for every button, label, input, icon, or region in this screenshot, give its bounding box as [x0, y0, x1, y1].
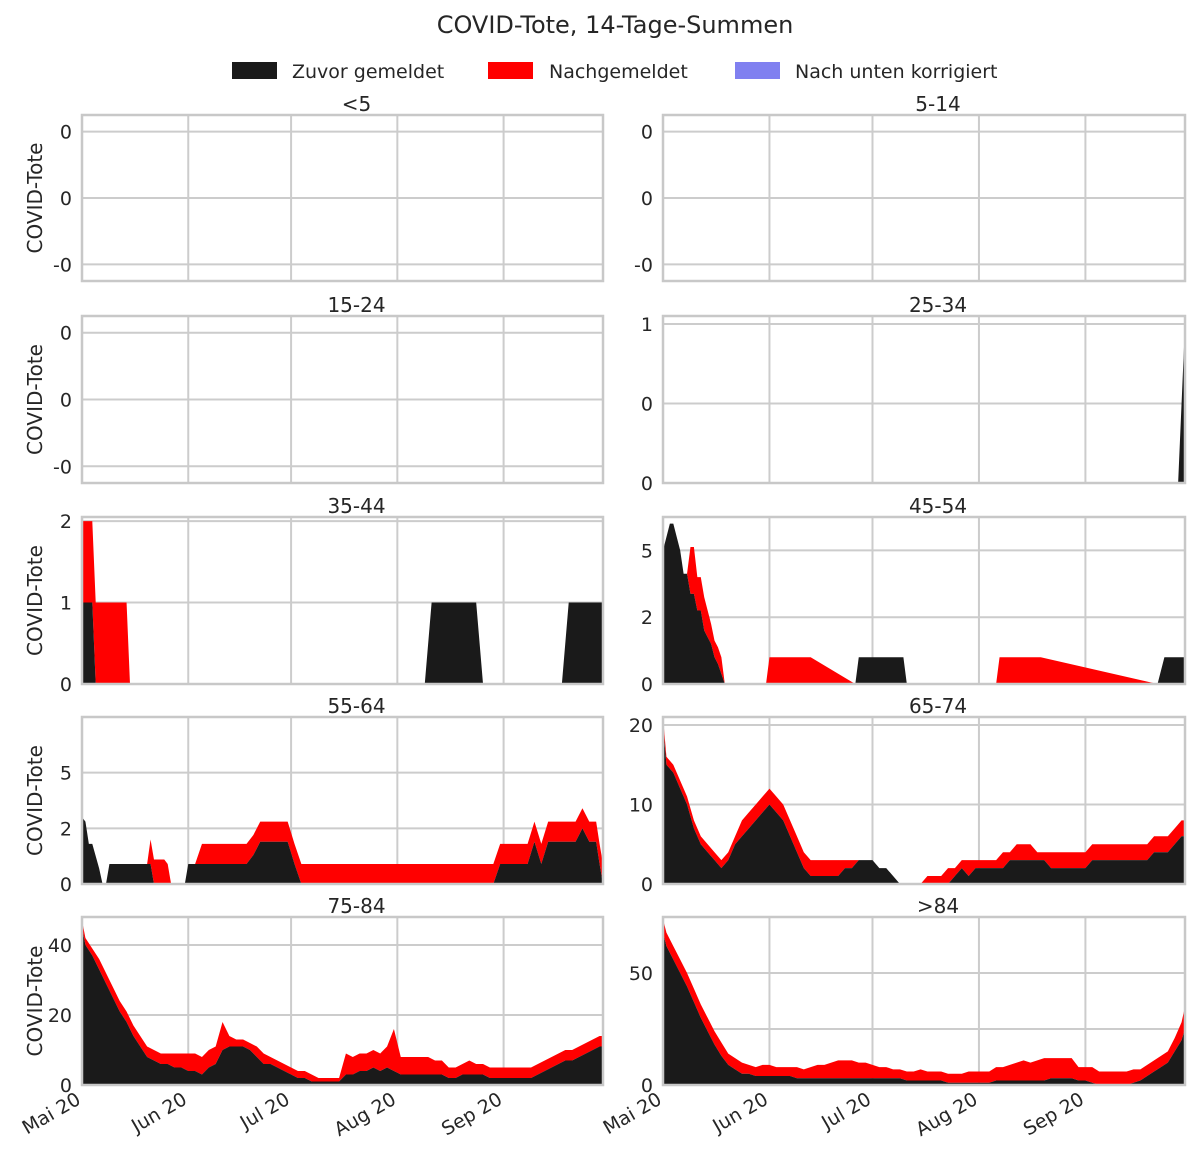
series-area-previous: [663, 523, 1185, 684]
y-tick-label: 0: [60, 323, 72, 345]
plot-area: [663, 316, 1185, 483]
x-tick-label: Jun 20: [127, 1088, 191, 1138]
y-axis-label: COVID-Tote: [23, 344, 47, 455]
y-tick-label: 0: [641, 1075, 653, 1097]
figure-title: COVID-Tote, 14-Tage-Summen: [437, 11, 794, 39]
plot-frame: [80, 715, 605, 886]
panel-title: 15-24: [327, 293, 385, 317]
x-tick-label: Aug 20: [331, 1088, 400, 1141]
panel-title: <5: [342, 92, 371, 116]
y-tick-label: 0: [641, 188, 653, 210]
y-tick-label: 0: [641, 393, 653, 415]
panel-grid: <5 0 0 -0 COVID-Tote 5-14 0 0 -0 15-24 0 0 -0 COVID-T…: [18, 92, 1187, 1141]
y-tick-label: 2: [60, 511, 72, 533]
y-tick-label: 0: [60, 188, 72, 210]
panel-1: 5-14 0 0 -0: [634, 92, 1187, 283]
x-tick-label: Sep 20: [1020, 1088, 1088, 1140]
plot-frame: [661, 515, 1187, 686]
y-tick-label: 0: [641, 874, 653, 896]
y-tick-label: 0: [641, 473, 653, 495]
panel-title: 25-34: [909, 293, 967, 317]
panel-7: 65-74 0 10 20: [629, 694, 1187, 896]
series-area-previous: [82, 817, 603, 884]
x-tick-label: Jul 20: [236, 1088, 294, 1134]
series-area-previous: [663, 724, 1185, 884]
y-tick-label: -0: [634, 254, 653, 276]
x-tick-label: Jul 20: [817, 1088, 875, 1134]
y-axis-label: COVID-Tote: [23, 745, 47, 856]
plot-frame: [80, 915, 605, 1087]
panel-9: >84 0 50 Mai 20 Jun 20 Jul 20 Aug 20 Sep 20: [599, 894, 1187, 1141]
y-tick-label: 2: [641, 607, 653, 629]
y-tick-label: -0: [53, 254, 72, 276]
plot-frame: [661, 715, 1187, 886]
y-tick-label: 2: [60, 818, 72, 840]
panel-title: 45-54: [909, 494, 967, 518]
panel-title: 5-14: [915, 92, 960, 116]
panel-5: 45-54 0 2 5: [641, 494, 1187, 696]
y-tick-label: 5: [641, 540, 653, 562]
panel-4: 35-44 0 1 2 COVID-Tote: [23, 494, 605, 696]
legend-label-corrected: Nach unten korrigiert: [795, 61, 998, 83]
y-tick-label: 40: [48, 935, 72, 957]
series-area-previous: [82, 927, 603, 1085]
y-tick-label: 5: [60, 763, 72, 785]
y-tick-label: 1: [60, 593, 72, 615]
y-tick-label: 1: [641, 314, 653, 336]
plot-frame: [661, 915, 1187, 1087]
y-tick-label: -0: [53, 456, 72, 478]
series-area-previous: [663, 932, 1185, 1085]
plot-area: [663, 517, 1185, 684]
y-tick-label: 20: [629, 715, 653, 737]
x-tick-label: Mai 20: [18, 1088, 84, 1139]
plot-frame: [661, 113, 1187, 283]
plot-area: [663, 917, 1185, 1085]
x-tick-label: Mai 20: [599, 1088, 665, 1139]
panel-0: <5 0 0 -0 COVID-Tote: [23, 92, 605, 283]
y-tick-label: 50: [629, 963, 653, 985]
panel-title: 55-64: [327, 694, 385, 718]
y-tick-label: 0: [60, 1075, 72, 1097]
y-tick-label: 0: [60, 874, 72, 896]
series-area-late: [82, 808, 603, 884]
panel-title: 65-74: [909, 694, 967, 718]
legend-label-late: Nachgemeldet: [549, 61, 688, 83]
series-area-late: [82, 920, 603, 1082]
panel-title: >84: [917, 894, 959, 918]
legend-label-previous: Zuvor gemeldet: [292, 61, 444, 83]
y-tick-label: 0: [60, 390, 72, 412]
y-tick-label: 0: [641, 674, 653, 696]
series-area-late: [663, 717, 1185, 884]
plot-frame: [80, 515, 605, 686]
panel-title: 75-84: [327, 894, 385, 918]
y-tick-label: 0: [641, 122, 653, 144]
panel-6: 55-64 0 2 5 COVID-Tote: [23, 694, 605, 896]
plot-area: [82, 517, 603, 684]
y-tick-label: 10: [629, 794, 653, 816]
panel-3: 25-34 0 0 1: [641, 293, 1187, 495]
x-tick-label: Sep 20: [438, 1088, 506, 1140]
plot-frame: [80, 314, 605, 485]
legend-swatch-previous: [232, 62, 277, 79]
series-area-previous: [82, 602, 603, 684]
x-tick-label: Jun 20: [708, 1088, 772, 1138]
y-axis-label: COVID-Tote: [23, 545, 47, 656]
plot-frame: [80, 113, 605, 283]
legend-swatch-late: [488, 62, 533, 79]
y-tick-label: 0: [60, 122, 72, 144]
x-tick-label: Aug 20: [912, 1088, 981, 1141]
legend-swatch-corrected: [735, 62, 780, 79]
y-tick-label: 0: [60, 674, 72, 696]
plot-frame: [661, 314, 1187, 485]
y-axis-label: COVID-Tote: [23, 946, 47, 1057]
panel-2: 15-24 0 0 -0 COVID-Tote: [23, 293, 605, 485]
panel-title: 35-44: [327, 494, 385, 518]
legend: Zuvor gemeldet Nachgemeldet Nach unten k…: [232, 61, 998, 83]
y-axis-label: COVID-Tote: [23, 143, 47, 254]
y-tick-label: 20: [48, 1005, 72, 1027]
